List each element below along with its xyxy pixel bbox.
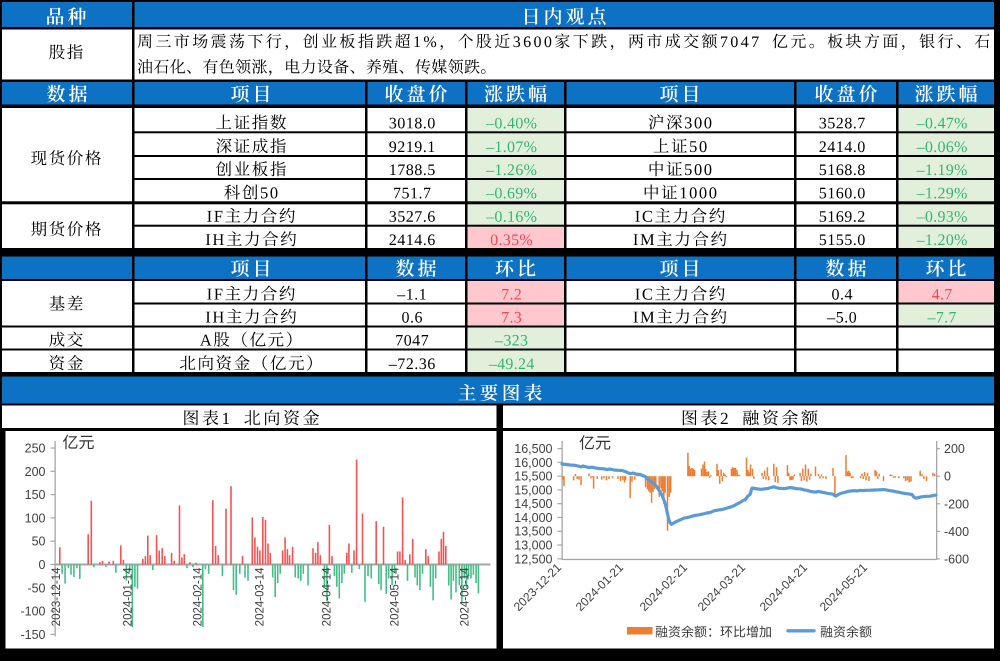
- svg-text:-50: -50: [27, 581, 45, 595]
- svg-text:14,500: 14,500: [514, 497, 552, 511]
- svg-text:12,500: 12,500: [514, 552, 552, 566]
- svg-text:16,500: 16,500: [514, 442, 552, 456]
- svg-text:-400: -400: [944, 525, 969, 539]
- svg-text:-600: -600: [944, 552, 969, 566]
- svg-text:0: 0: [944, 470, 951, 484]
- svg-text:100: 100: [25, 511, 46, 525]
- svg-text:13,000: 13,000: [514, 539, 552, 553]
- svg-text:16,000: 16,000: [514, 456, 552, 470]
- svg-text:200: 200: [944, 442, 965, 456]
- svg-text:2024-06-14: 2024-06-14: [460, 567, 472, 626]
- svg-text:15,500: 15,500: [514, 470, 552, 484]
- svg-text:150: 150: [25, 488, 46, 502]
- svg-text:50: 50: [32, 535, 46, 549]
- svg-text:-100: -100: [20, 605, 45, 619]
- svg-text:2023-12-14: 2023-12-14: [51, 567, 63, 626]
- svg-text:2024-02-14: 2024-02-14: [193, 567, 205, 626]
- svg-text:2024-03-14: 2024-03-14: [255, 567, 267, 626]
- svg-text:-150: -150: [20, 628, 45, 642]
- svg-text:2024-05-14: 2024-05-14: [390, 567, 402, 626]
- svg-text:-200: -200: [944, 497, 969, 511]
- svg-text:15,000: 15,000: [514, 483, 552, 497]
- svg-text:2024-04-14: 2024-04-14: [322, 567, 334, 626]
- svg-text:2024-01-14: 2024-01-14: [123, 567, 135, 626]
- svg-text:250: 250: [25, 442, 46, 456]
- svg-text:200: 200: [25, 465, 46, 479]
- svg-text:0: 0: [39, 558, 46, 572]
- svg-text:13,500: 13,500: [514, 525, 552, 539]
- svg-text:14,000: 14,000: [514, 511, 552, 525]
